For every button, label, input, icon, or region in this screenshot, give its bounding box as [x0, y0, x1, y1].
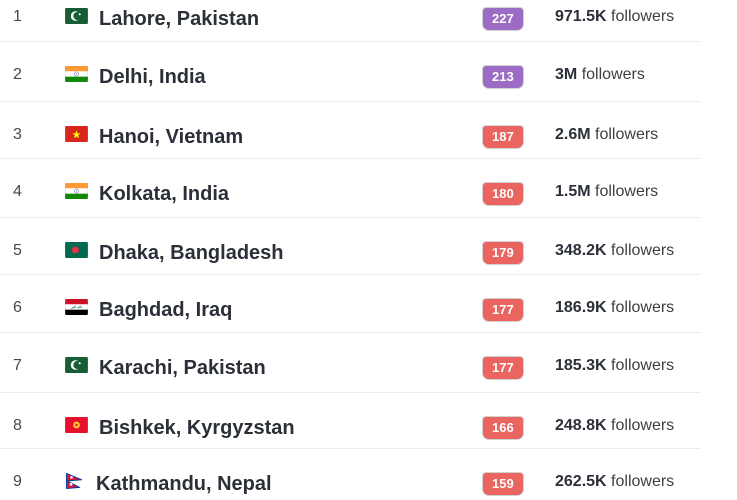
svg-text:الله اكبر: الله اكبر — [70, 305, 82, 309]
